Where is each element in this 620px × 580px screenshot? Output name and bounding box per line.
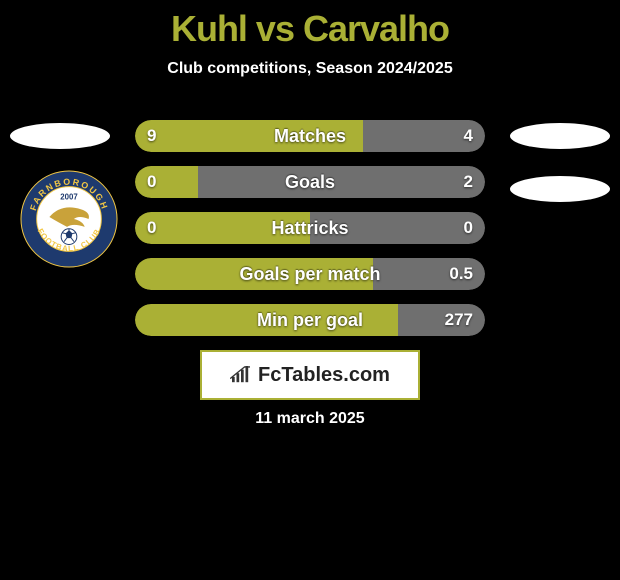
player-right-oval-2 [510, 176, 610, 202]
crest-svg: FARNBOROUGH FOOTBALL CLUB 2007 [20, 170, 118, 268]
stat-right-fill [310, 212, 485, 244]
stat-left-fill [135, 212, 310, 244]
stat-row: Goals per match0.5 [135, 258, 485, 290]
stat-left-fill [135, 166, 198, 198]
club-crest: FARNBOROUGH FOOTBALL CLUB 2007 [20, 170, 118, 268]
stat-row: Min per goal277 [135, 304, 485, 336]
stat-right-fill [373, 258, 485, 290]
stat-right-fill [198, 166, 485, 198]
crest-year: 2007 [60, 192, 78, 201]
stat-row: Goals02 [135, 166, 485, 198]
stat-left-fill [135, 304, 398, 336]
stat-row: Hattricks00 [135, 212, 485, 244]
page-subtitle: Club competitions, Season 2024/2025 [0, 60, 620, 78]
stat-left-fill [135, 258, 373, 290]
date-label: 11 march 2025 [0, 410, 620, 428]
player-right-oval-1 [510, 123, 610, 149]
stat-left-fill [135, 120, 363, 152]
stat-row: Matches94 [135, 120, 485, 152]
branding-text: FcTables.com [258, 364, 390, 387]
stat-right-fill [398, 304, 485, 336]
branding-box: FcTables.com [200, 350, 420, 400]
player-left-oval [10, 123, 110, 149]
bars-chart-icon [230, 366, 252, 384]
page-title: Kuhl vs Carvalho [0, 0, 620, 50]
stats-bars: Matches94 Goals02 Hattricks00 Goals per mat… [135, 120, 485, 350]
stat-right-fill [363, 120, 485, 152]
